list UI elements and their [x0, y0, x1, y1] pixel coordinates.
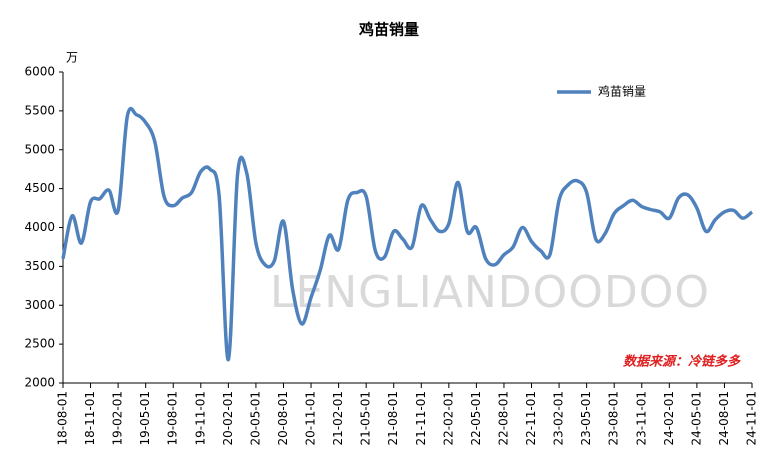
y-tick-label: 4000 — [24, 220, 55, 234]
y-tick-label: 6000 — [24, 65, 55, 79]
y-tick-label: 2000 — [24, 376, 55, 390]
y-tick-label: 5000 — [24, 142, 55, 156]
x-tick-label: 24-11-01 — [745, 391, 759, 445]
x-tick-label: 23-05-01 — [579, 391, 593, 445]
x-tick-label: 19-02-01 — [111, 391, 125, 445]
x-tick-label: 19-08-01 — [166, 391, 180, 445]
y-tick-label: 3000 — [24, 298, 55, 312]
y-tick-label: 4500 — [24, 181, 55, 195]
y-unit: 万 — [66, 51, 78, 65]
x-tick-label: 18-08-01 — [56, 391, 70, 445]
x-tick-label: 19-05-01 — [138, 391, 152, 445]
x-tick-label: 23-02-01 — [552, 391, 566, 445]
x-tick-label: 21-11-01 — [414, 391, 428, 445]
x-tick-label: 24-05-01 — [689, 391, 703, 445]
x-tick-label: 20-05-01 — [248, 391, 262, 445]
x-tick-label: 22-08-01 — [496, 391, 510, 445]
y-tick-label: 3500 — [24, 259, 55, 273]
x-tick-label: 21-02-01 — [331, 391, 345, 445]
x-tick-label: 24-08-01 — [717, 391, 731, 445]
watermark: LENGLIANDOODOO — [270, 267, 710, 318]
x-tick-label: 20-08-01 — [276, 391, 290, 445]
source-note: 数据来源：冷链多多 — [623, 354, 741, 370]
x-tick-label: 18-11-01 — [83, 391, 97, 445]
x-tick-label: 23-11-01 — [634, 391, 648, 445]
y-tick-label: 5500 — [24, 103, 55, 117]
x-tick-label: 20-02-01 — [221, 391, 235, 445]
legend-label: 鸡苗销量 — [598, 84, 646, 99]
x-tick-label: 24-02-01 — [662, 391, 676, 445]
x-tick-label: 22-11-01 — [524, 391, 538, 445]
x-tick-label: 20-11-01 — [304, 391, 318, 445]
x-tick-label: 21-08-01 — [386, 391, 400, 445]
x-tick-label: 21-05-01 — [359, 391, 373, 445]
x-tick-label: 19-11-01 — [193, 391, 207, 445]
x-tick-label: 22-05-01 — [469, 391, 483, 445]
data-line — [61, 106, 754, 362]
chart-title: 鸡苗销量 — [358, 21, 419, 39]
x-tick-label: 22-02-01 — [441, 391, 455, 445]
y-tick-label: 2500 — [24, 337, 55, 351]
x-tick-label: 23-08-01 — [607, 391, 621, 445]
